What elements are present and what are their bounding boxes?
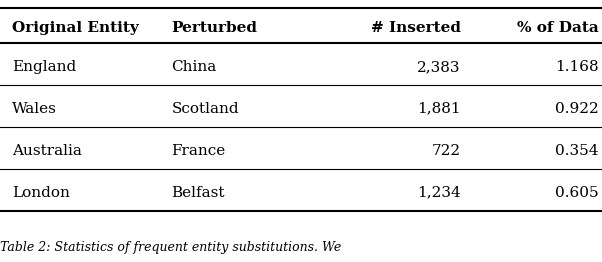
Text: # Inserted: # Inserted [370, 20, 461, 35]
Text: Table 2: Statistics of frequent entity substitutions. We: Table 2: Statistics of frequent entity s… [0, 241, 341, 254]
Text: China: China [172, 60, 217, 74]
Text: London: London [12, 185, 70, 200]
Text: Perturbed: Perturbed [172, 20, 258, 35]
Text: France: France [172, 144, 226, 158]
Text: Scotland: Scotland [172, 102, 239, 116]
Text: Original Entity: Original Entity [12, 20, 139, 35]
Text: 1,234: 1,234 [417, 185, 461, 200]
Text: Australia: Australia [12, 144, 82, 158]
Text: 2,383: 2,383 [417, 60, 461, 74]
Text: % of Data: % of Data [517, 20, 599, 35]
Text: 0.354: 0.354 [556, 144, 599, 158]
Text: Wales: Wales [12, 102, 57, 116]
Text: England: England [12, 60, 76, 74]
Text: Belfast: Belfast [172, 185, 225, 200]
Text: 0.605: 0.605 [556, 185, 599, 200]
Text: 1.168: 1.168 [556, 60, 599, 74]
Text: 1,881: 1,881 [417, 102, 461, 116]
Text: 722: 722 [432, 144, 461, 158]
Text: 0.922: 0.922 [555, 102, 599, 116]
